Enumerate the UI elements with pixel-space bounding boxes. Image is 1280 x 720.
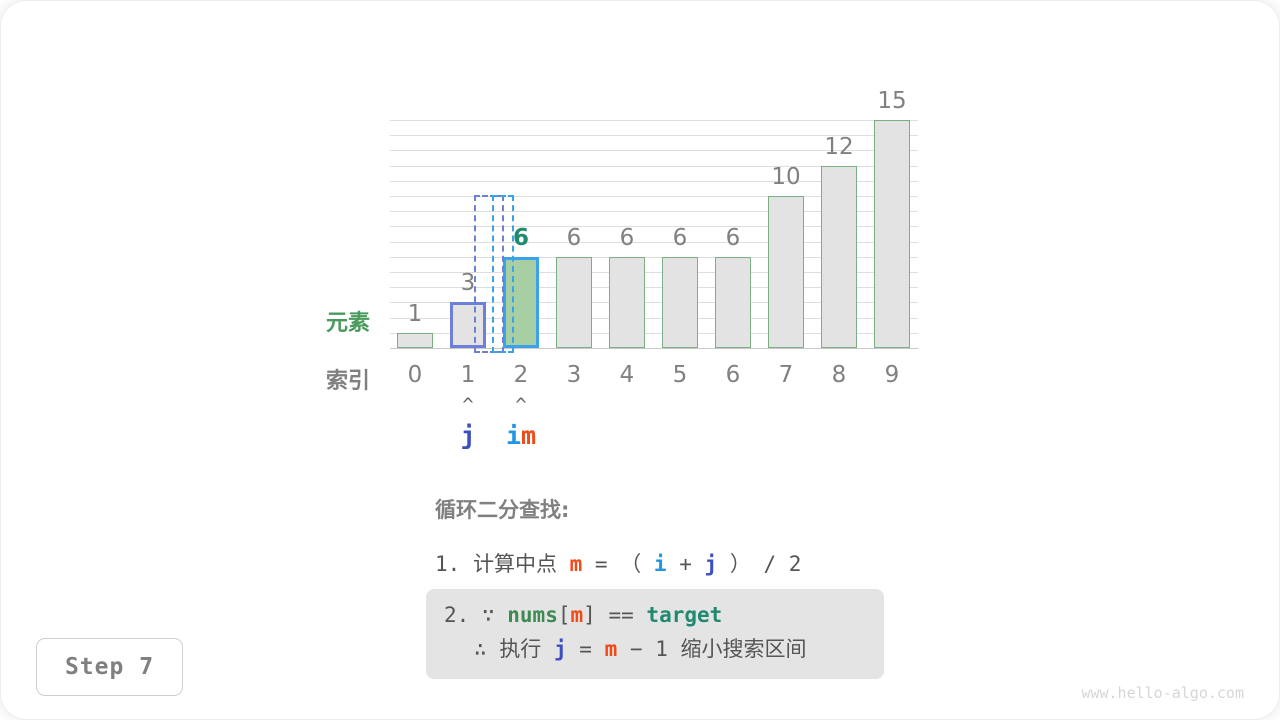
description-title: 循环二分查找: (435, 498, 570, 522)
bar-value-9: 15 (877, 88, 907, 114)
bar-value-3: 6 (566, 225, 582, 251)
x-tick-8: 8 (831, 362, 847, 388)
search-range-i (492, 195, 514, 353)
chart-gridline (390, 150, 918, 151)
description-step-1: 1. 计算中点 m = （ i + j ） / 2 (435, 548, 1055, 578)
pointer-caret-j: ^ (462, 394, 474, 416)
step2-var-j: j (553, 637, 567, 661)
bar-value-6: 6 (725, 225, 741, 251)
step1-plus: + (679, 552, 692, 576)
step2-minus: − (629, 637, 643, 661)
bar-1 (450, 302, 486, 348)
chart-gridline (390, 242, 918, 243)
pointer-label-i: i (505, 421, 521, 450)
step1-number: 1. (435, 552, 461, 576)
chart-gridline (390, 318, 918, 319)
step1-var-m: m (569, 552, 583, 576)
chart-gridline (390, 211, 918, 212)
x-tick-2: 2 (513, 362, 529, 388)
bar-value-0: 1 (407, 301, 423, 327)
bar-3 (556, 257, 592, 348)
bar-value-8: 12 (824, 134, 854, 160)
chart-gridline (390, 120, 918, 121)
x-tick-9: 9 (884, 362, 900, 388)
step1-var-j: j (704, 552, 718, 576)
step1-two: 2 (788, 552, 802, 576)
watermark: www.hello-algo.com (1081, 684, 1244, 702)
step2-number: 2. (444, 603, 470, 627)
step2-target: target (646, 603, 723, 627)
bar-value-4: 6 (619, 225, 635, 251)
chart-gridline (390, 226, 918, 227)
bar-6 (715, 257, 751, 348)
chart-gridline (390, 302, 918, 303)
chart-gridline (390, 166, 918, 167)
pointer-caret-im: ^ (515, 394, 527, 416)
step2-var-m2: m (604, 637, 618, 661)
bar-value-7: 10 (771, 164, 801, 190)
step2-var-m: m (570, 603, 584, 627)
x-tick-7: 7 (778, 362, 794, 388)
search-range-j (474, 195, 504, 353)
row-label-element: 元素 (325, 311, 370, 336)
bar-4 (609, 257, 645, 348)
x-tick-4: 4 (619, 362, 635, 388)
chart-gridline (390, 257, 918, 258)
description-panel: 循环二分查找: 1. 计算中点 m = （ i + j ） / 2 2. ∵ n… (426, 494, 1055, 679)
step2-lbracket: [ (557, 603, 571, 627)
bar-0 (397, 333, 433, 348)
x-tick-6: 6 (725, 362, 741, 388)
step2-exec: 执行 (499, 637, 542, 661)
chart-gridline (390, 181, 918, 182)
step1-paren-open: （ (620, 552, 642, 576)
x-tick-3: 3 (566, 362, 582, 388)
step1-var-i: i (653, 552, 667, 576)
description-step-2-highlight: 2. ∵ nums[m] == target ∴ 执行 j = m − 1 缩小… (426, 589, 884, 679)
description-step-2-line-2: ∴ 执行 j = m − 1 缩小搜索区间 (444, 633, 866, 663)
step1-divide: / (763, 552, 777, 576)
pointer-label-j: j (460, 421, 476, 450)
step-badge: Step 7 (36, 638, 183, 696)
chart-gridline (390, 135, 918, 136)
pointer-label-m: m (521, 421, 537, 450)
bar-5 (662, 257, 698, 348)
step1-eq: = (594, 552, 608, 576)
step2-rbracket: ] (583, 603, 596, 627)
step2-tail: 缩小搜索区间 (680, 637, 807, 661)
because-icon: ∵ (481, 603, 495, 627)
step1-text: 计算中点 (472, 552, 557, 576)
description-step-2-line-1: 2. ∵ nums[m] == target (444, 603, 866, 627)
step2-nums: nums (507, 603, 558, 627)
chart-gridline (390, 196, 918, 197)
step1-paren-close: ） (729, 552, 751, 576)
therefore-icon: ∴ (474, 637, 487, 661)
step2-one: 1 (655, 637, 668, 661)
x-tick-1: 1 (460, 362, 476, 388)
x-tick-5: 5 (672, 362, 688, 388)
chart-gridline (390, 333, 918, 334)
bar-value-5: 6 (672, 225, 688, 251)
bar-2 (503, 257, 539, 348)
pointer-label-im: im (491, 421, 551, 450)
row-label-index: 索引 (325, 369, 370, 394)
step2-assign: = (579, 637, 592, 661)
bar-8 (821, 166, 857, 348)
bar-7 (768, 196, 804, 348)
step2-eqeq: == (608, 603, 634, 627)
bar-9 (874, 120, 910, 348)
chart-gridline (390, 287, 918, 288)
bar-value-1: 3 (460, 270, 476, 296)
bar-chart: 1 0 3 1 6 2 6 3 6 4 6 5 6 6 10 7 12 8 15 9 元素 索引 ^ j ^ im (325, 88, 918, 450)
bar-value-2: 6 (512, 225, 529, 251)
chart-gridline (390, 272, 918, 273)
x-tick-0: 0 (407, 362, 423, 388)
chart-axis-line (390, 348, 918, 349)
